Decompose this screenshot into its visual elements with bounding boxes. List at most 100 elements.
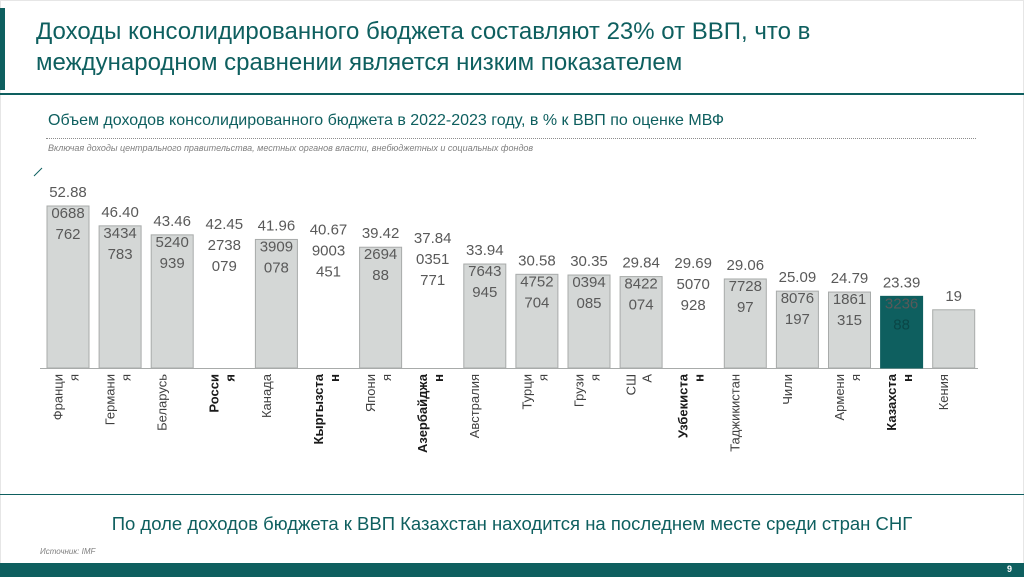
data-label-кыргызстан-1: 40.67 [310,221,348,238]
data-label-казахстан-3: 88 [893,316,910,333]
data-label-азербайджан-1: 37.84 [414,230,452,247]
tick-label-россия-2: я [223,374,238,382]
data-label-азербайджан-2: 0351 [416,251,449,268]
data-label-германия-3: 783 [108,246,133,263]
data-label-грузия-3: 085 [576,295,601,312]
tick-label-таджикистан-1: Таджикистан [728,374,743,452]
data-label-канада-1: 41.96 [258,217,296,234]
tick-label-сша-1: СШ [624,374,639,395]
data-label-узбекистан-2: 5070 [677,276,710,293]
data-label-беларусь-2: 5240 [156,234,189,251]
tick-label-чили-1: Чили [780,374,795,405]
data-label-франция-3: 762 [55,226,80,243]
data-label-грузия-1: 30.35 [570,253,608,270]
bar-кения [932,309,976,369]
bar-австралия [463,263,507,369]
bar-грузия [567,274,611,369]
tick-label-узбекистан-1: Узбекиста [676,373,691,438]
slide-title: Доходы консолидированного бюджета состав… [36,18,811,76]
tick-label-япония-2: я [379,374,394,381]
data-label-канада-2: 3909 [260,238,293,255]
data-label-сша-2: 8422 [624,276,657,293]
conclusion-text: По доле доходов бюджета к ВВП Казахстан … [111,513,913,534]
axis-corner-tick [33,167,43,177]
data-label-чили-1: 25.09 [779,269,817,286]
tick-label-армения-1: Армени [832,374,847,421]
page-number: 9 [1006,564,1012,574]
bottom-bar [0,563,1024,577]
data-label-германия-2: 3434 [103,225,136,242]
data-label-чили-3: 197 [785,311,810,328]
data-label-чили-2: 8076 [781,290,814,307]
tick-label-канада-1: Канада [259,373,274,418]
data-label-россия-2: 2738 [208,237,241,254]
data-label-россия-1: 42.45 [206,216,244,233]
tick-label-казахстан-1: Казахста [884,373,899,431]
data-label-кыргызстан-2: 9003 [312,242,345,259]
bar-азербайджан [412,252,454,368]
data-label-беларусь-1: 43.46 [153,213,191,230]
bar-кыргызстан [308,243,350,368]
tick-label-беларусь-1: Беларусь [155,374,170,431]
data-label-таджикистан-3: 97 [737,299,754,316]
bar-беларусь [150,234,194,369]
chart-subtitle: Объем доходов консолидированного бюджета… [48,112,725,129]
data-label-кения-1: 19 [945,288,962,305]
data-label-россия-3: 079 [212,258,237,275]
data-label-казахстан-1: 23.39 [883,274,921,291]
tick-label-германия-1: Германи [103,374,118,425]
bar-чили [775,290,819,369]
tick-label-франция-1: Франци [50,374,65,420]
subtitle-dotted-rule [46,138,976,139]
tick-label-узбекистан-2: н [692,374,707,382]
data-label-турция-1: 30.58 [518,252,556,269]
data-label-таджикистан-1: 29.06 [727,257,765,274]
bar-chart: 52.88 0688 762 46.40 3434 783 43.46 5240 939 42.4… [33,167,978,453]
data-label-турция-3: 704 [524,294,549,311]
tick-label-турция-2: я [535,374,550,381]
data-label-турция-2: 4752 [520,273,553,290]
tick-label-сша-2: А [640,374,655,383]
tick-label-кыргызстан-1: Кыргызста [311,373,326,444]
tick-label-австралия-1: Австралия [467,374,482,438]
bar-армения [828,291,871,369]
tick-label-азербайджан-1: Азербайджа [415,373,430,453]
tick-label-турция-1: Турци [519,374,534,410]
bar-сша [619,276,663,369]
data-label-австралия-3: 945 [472,284,497,301]
bar-япония [359,246,403,369]
bar-германия [98,225,142,369]
header-divider [0,93,1024,95]
data-label-армения-2: 1861 [833,291,866,308]
data-label-беларусь-3: 939 [160,255,185,272]
footer-divider [0,494,1024,495]
data-label-япония-3: 88 [372,267,389,284]
bar-канада [254,238,298,369]
data-label-таджикистан-2: 7728 [729,278,762,295]
bar-казахстан [880,295,924,369]
source-note: Источник: IMF [40,547,96,556]
tick-label-франция-2: я [66,374,81,381]
data-label-германия-1: 46.40 [101,204,139,221]
chart-note: Включая доходы центрального правительств… [48,143,534,153]
data-label-япония-2: 2694 [364,246,397,263]
data-label-кыргызстан-3: 451 [316,263,341,280]
data-label-сша-1: 29.84 [622,255,660,272]
tick-label-япония-1: Япони [363,374,378,412]
data-label-франция-2: 0688 [51,205,84,222]
tick-label-германия-2: я [119,374,134,381]
bar-турция [515,273,559,369]
tick-label-азербайджан-2: н [431,374,446,382]
tick-label-казахстан-2: н [900,374,915,382]
tick-label-грузия-1: Грузи [571,374,586,407]
data-label-япония-1: 39.42 [362,225,400,242]
tick-label-россия-1: Росси [207,374,222,413]
tick-label-армения-2: я [848,374,863,381]
tick-label-грузия-2: я [587,374,602,381]
tick-label-кения-1: Кения [936,374,951,410]
bar-таджикистан [723,278,767,369]
tick-label-кыргызстан-2: н [327,374,342,382]
data-label-азербайджан-3: 771 [420,272,445,289]
data-label-сша-3: 074 [629,297,654,314]
data-label-узбекистан-3: 928 [681,297,706,314]
